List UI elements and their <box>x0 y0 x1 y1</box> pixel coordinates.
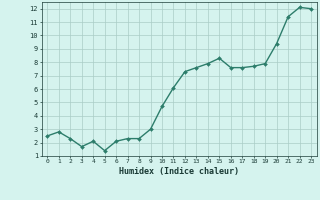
X-axis label: Humidex (Indice chaleur): Humidex (Indice chaleur) <box>119 167 239 176</box>
